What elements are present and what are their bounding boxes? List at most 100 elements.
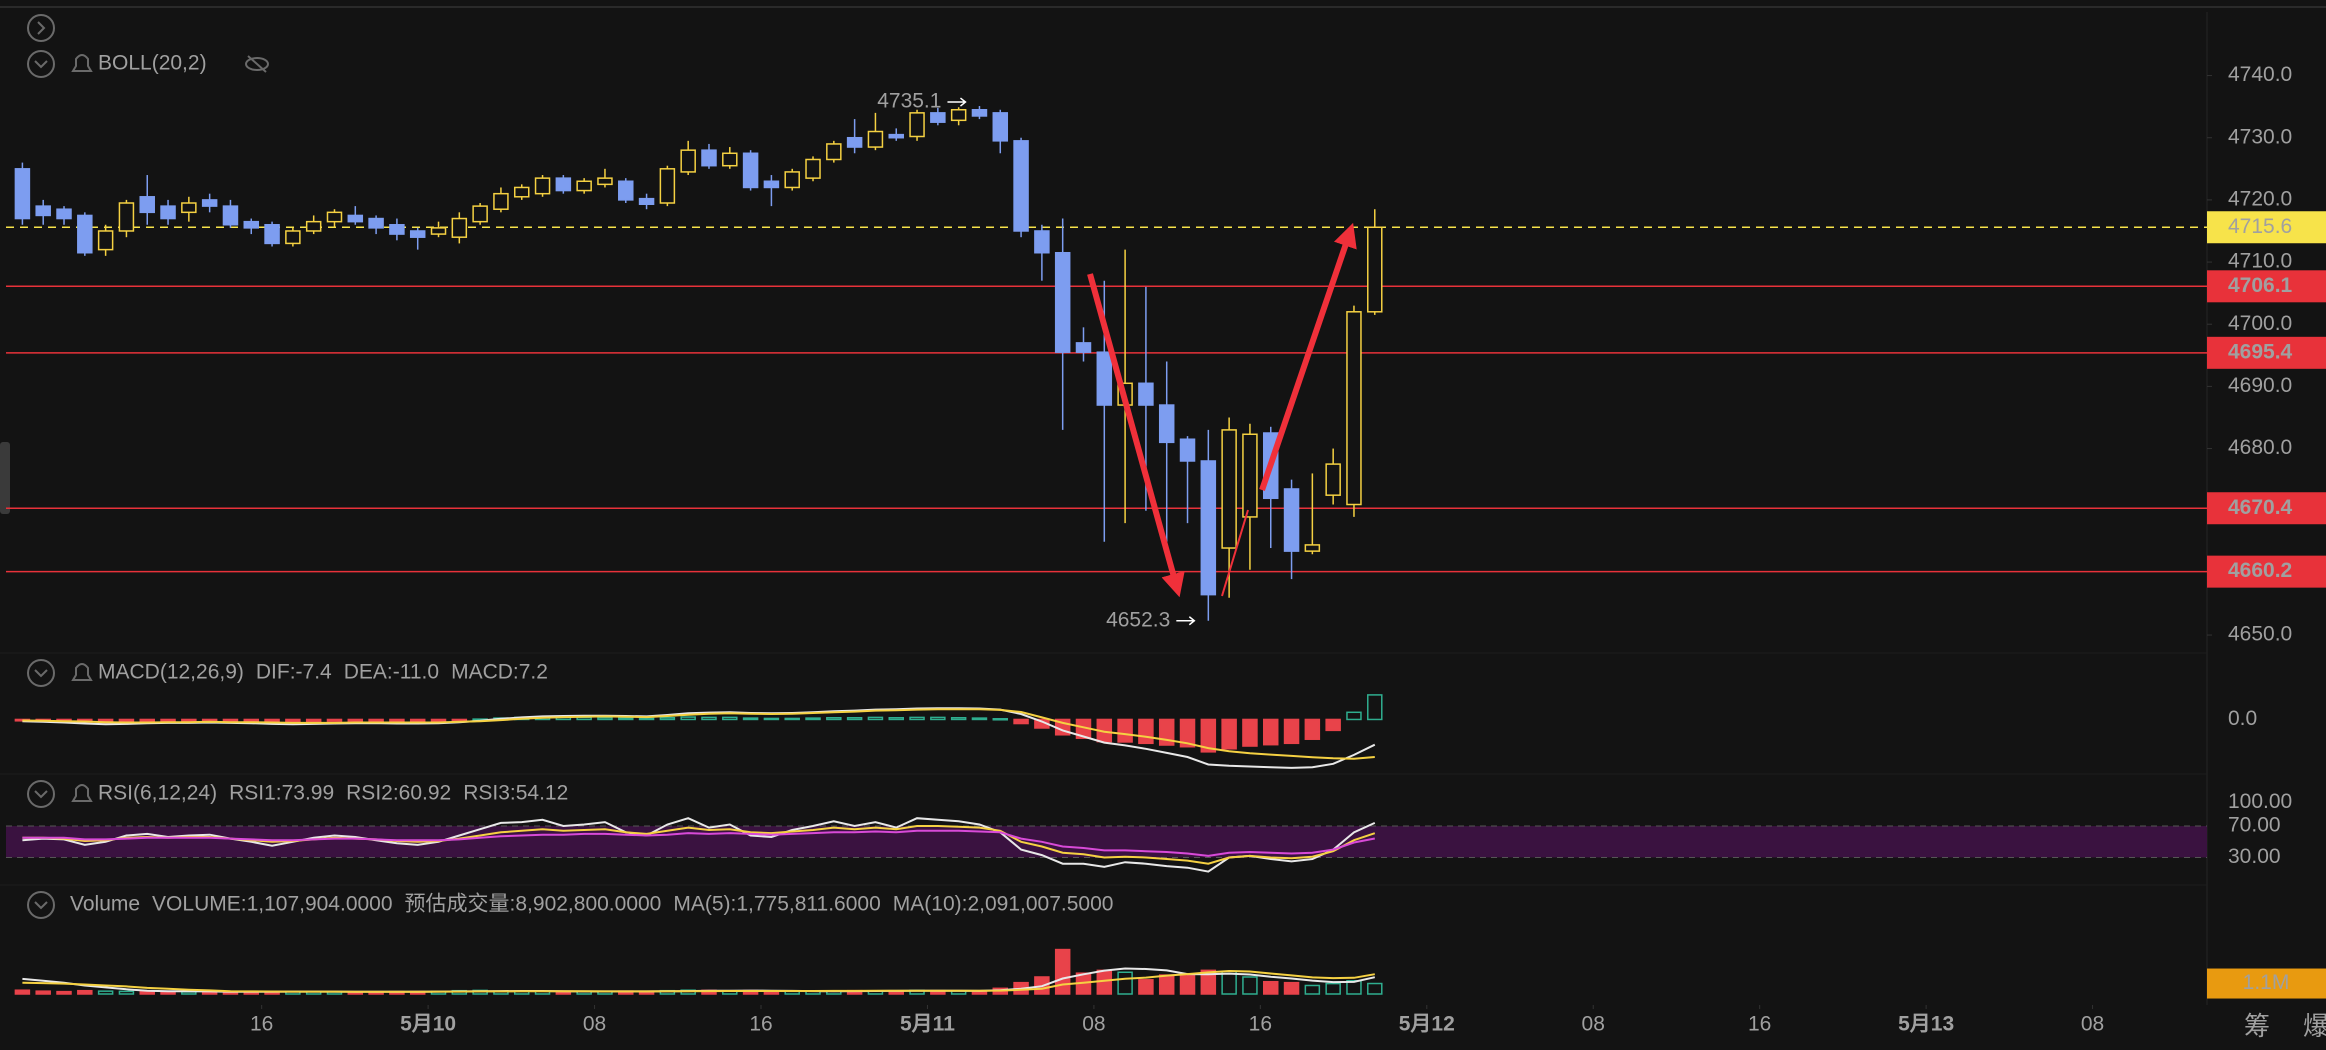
- level-label: 4660.2: [2228, 559, 2292, 582]
- candle-body: [826, 143, 842, 161]
- rsi-band: [6, 826, 2207, 858]
- macd-bar: [243, 718, 260, 723]
- y-tick-label: 4650.0: [2228, 623, 2292, 646]
- macd-bar: [326, 718, 343, 722]
- candle-body: [1034, 230, 1050, 254]
- volume-bar: [1138, 979, 1154, 995]
- x-tick-label: 5月12: [1399, 1013, 1455, 1036]
- legend-item: MA(10):2,091,007.5000: [893, 893, 1114, 916]
- macd-bar: [1283, 718, 1300, 745]
- collapse-icon: [37, 21, 46, 35]
- volume-bar: [1346, 980, 1362, 995]
- candle-body: [1179, 438, 1196, 462]
- candle-body: [347, 214, 364, 223]
- legend-item: DEA:-11.0: [344, 661, 439, 684]
- volume-bar: [1054, 948, 1071, 995]
- candle-body: [118, 202, 135, 232]
- candle-body: [1013, 140, 1029, 232]
- macd-bar: [722, 716, 738, 721]
- macd-bar: [1262, 718, 1279, 746]
- macd-bar: [305, 718, 322, 723]
- panel-title: MACD(12,26,9): [98, 661, 244, 684]
- x-tick-label: 08: [1582, 1013, 1605, 1036]
- volume-bar: [1242, 976, 1258, 995]
- macd-bar: [1304, 718, 1321, 740]
- toggle-button[interactable]: [27, 50, 55, 78]
- candle-body: [56, 208, 72, 220]
- candle-body: [805, 158, 821, 179]
- macd-bar: [826, 717, 842, 721]
- candle-body: [160, 205, 176, 220]
- x-tick-label: 5月10: [400, 1013, 456, 1036]
- macd-bar: [409, 718, 426, 723]
- candle-body: [950, 109, 967, 122]
- toggle-button[interactable]: [27, 891, 55, 919]
- candle-body: [618, 180, 634, 201]
- candle-body: [181, 202, 197, 214]
- macd-bar: [950, 717, 967, 721]
- y-tick-label: 4680.0: [2228, 436, 2292, 459]
- alert-icon[interactable]: [71, 663, 93, 681]
- macd-bar: [347, 718, 364, 722]
- candle-body: [493, 192, 509, 210]
- volume-bar: [1262, 980, 1279, 995]
- candle-body: [971, 109, 988, 117]
- toggle-button[interactable]: [27, 659, 55, 687]
- candle-body: [763, 180, 780, 189]
- last-price-label: 4715.6: [2228, 215, 2292, 238]
- candle-body: [597, 177, 613, 186]
- candle-body: [1242, 433, 1258, 518]
- volume-bar: [1179, 973, 1196, 995]
- macd-bar: [638, 717, 655, 721]
- candle-body: [451, 217, 468, 238]
- x-tick-label: 08: [583, 1013, 606, 1036]
- y-tick-label: 4720.0: [2228, 187, 2292, 210]
- alert-icon[interactable]: [71, 784, 93, 802]
- macd-bar: [1138, 718, 1154, 745]
- corner-label[interactable]: 筹: [2244, 1011, 2270, 1041]
- macd-bar: [1346, 711, 1362, 721]
- macd-bar: [971, 717, 988, 721]
- candle-body: [888, 133, 904, 139]
- macd-bar: [1325, 718, 1341, 732]
- side-tab[interactable]: [0, 442, 10, 514]
- price-annotation: 4735.1: [877, 90, 941, 113]
- candle-body: [909, 112, 925, 138]
- candle-body: [992, 112, 1009, 142]
- macd-bar: [930, 716, 946, 721]
- candle-body: [305, 220, 322, 232]
- collapse-button[interactable]: [27, 14, 55, 42]
- candle-body: [1325, 463, 1341, 496]
- legend-item: RSI2:60.92: [346, 782, 451, 805]
- hide-icon[interactable]: [245, 57, 269, 71]
- candle-body: [1138, 382, 1154, 406]
- drawn-arrows: [1087, 222, 1357, 598]
- connector-line: [1221, 509, 1249, 597]
- price-annotation: 4652.3: [1106, 608, 1170, 631]
- candle-body: [1346, 311, 1362, 506]
- x-tick-label: 5月13: [1898, 1013, 1954, 1036]
- x-tick-label: 08: [2081, 1013, 2104, 1036]
- y-tick-label: 4730.0: [2228, 125, 2292, 148]
- x-tick-label: 16: [749, 1013, 772, 1036]
- candle-body: [201, 199, 218, 207]
- line: [22, 708, 1375, 760]
- volume-bar: [97, 990, 114, 995]
- y-tick-label: 70.00: [2228, 814, 2281, 837]
- level-label: 4695.4: [2228, 340, 2293, 363]
- candle-body: [285, 230, 301, 245]
- macd-bar: [430, 718, 447, 722]
- legend-item: DIF:-7.4: [256, 661, 332, 684]
- macd-bar: [680, 716, 696, 721]
- volume-tag: [2207, 968, 2326, 999]
- macd-bar: [1242, 718, 1258, 747]
- down-arrow: [1087, 273, 1185, 598]
- candle-body: [35, 205, 51, 217]
- legend-item: 预估成交量:8,902,800.0000: [405, 893, 662, 916]
- corner-label[interactable]: 爆: [2303, 1011, 2326, 1041]
- alert-icon[interactable]: [71, 54, 93, 72]
- macd-bar: [389, 718, 405, 723]
- toggle-button[interactable]: [27, 780, 55, 808]
